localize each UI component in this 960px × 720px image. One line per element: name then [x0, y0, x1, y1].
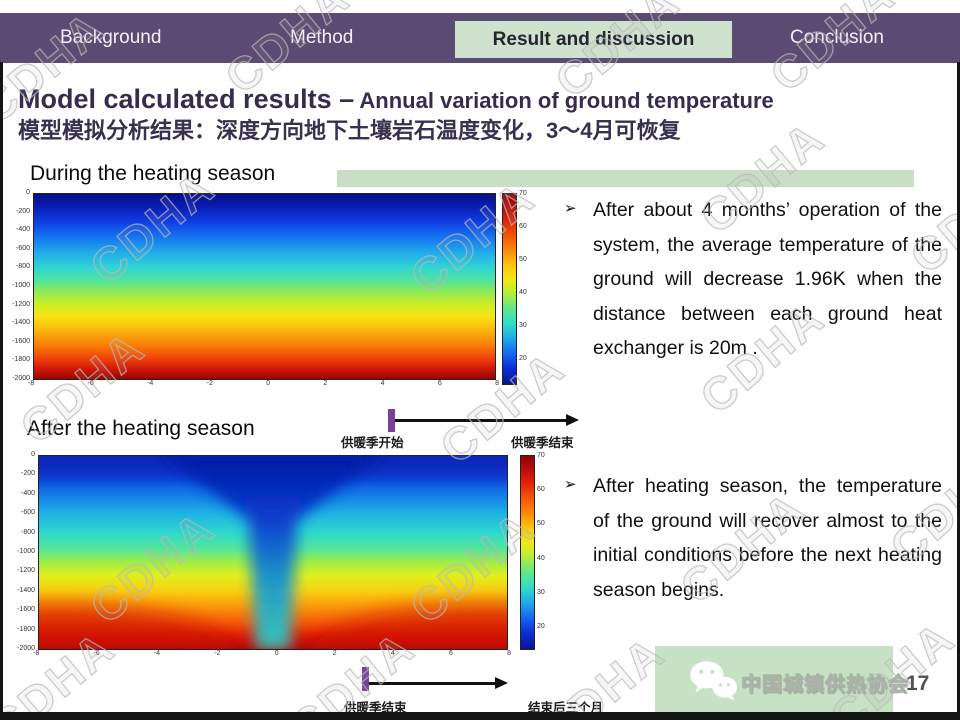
- axis-tick-label: -6: [87, 380, 94, 387]
- wechat-icon: [690, 661, 738, 701]
- axis-tick-label: -2000: [17, 644, 35, 652]
- axis-tick-label: -8: [33, 650, 40, 657]
- axis-tick-label: -2: [214, 650, 221, 657]
- axis-tick-label: -800: [15, 263, 30, 271]
- axis-tick-label: 60: [537, 486, 545, 494]
- chart1-x-axis-ticks: -8 -6 -4 -2 0 2 4 6 8: [28, 380, 499, 387]
- axis-tick-label: 0: [274, 650, 279, 657]
- slide-border-left: [0, 62, 3, 720]
- nav-tab-background[interactable]: Background: [60, 27, 162, 48]
- chart1-heatmap: [33, 193, 496, 380]
- association-logo-text: 中国城镇供热协会: [741, 674, 909, 697]
- bullet-item-2: ➢ After heating season, the temperature …: [562, 469, 942, 607]
- axis-tick-label: -1600: [12, 337, 30, 345]
- axis-tick-label: 4: [390, 650, 395, 657]
- section-label-during: During the heating season: [30, 162, 276, 185]
- axis-tick-label: 70: [519, 190, 527, 197]
- heating-start-tick: [388, 409, 395, 432]
- timeline-arrowhead-icon: [495, 677, 508, 689]
- axis-tick-label: 4: [380, 380, 385, 387]
- bullet-arrow-icon: ➢: [564, 476, 577, 493]
- axis-tick-label: -400: [15, 226, 30, 234]
- slide-subtitle-zh: 模型模拟分析结果：深度方向地下土壤岩石温度变化，3～4月可恢复: [18, 118, 681, 143]
- axis-tick-label: 60: [519, 223, 527, 230]
- axis-tick-label: -1200: [12, 300, 30, 308]
- axis-tick-label: 30: [537, 588, 545, 596]
- chart2-heatmap: [38, 455, 508, 650]
- chart2-colorbar-ticks: 70 60 50 40 30 20: [537, 452, 545, 630]
- axis-tick-label: -2000: [12, 374, 30, 382]
- timeline-label-start: 供暖季结束: [344, 701, 407, 715]
- axis-tick-label: -200: [20, 470, 35, 478]
- axis-tick-label: -1000: [12, 281, 30, 289]
- nav-tab-conclusion[interactable]: Conclusion: [790, 27, 884, 48]
- axis-tick-label: 20: [519, 355, 527, 362]
- chart2-x-axis-ticks: -8 -6 -4 -2 0 2 4 6 8: [33, 650, 511, 657]
- axis-tick-label: 50: [519, 256, 527, 263]
- axis-tick-label: -1200: [17, 567, 35, 575]
- axis-tick-label: 6: [448, 650, 453, 657]
- chart1-y-axis-ticks: 0 -200 -400 -600 -800 -1000 -1200 -1400 -1600 -18…: [0, 189, 30, 382]
- green-highlight-bar: [337, 170, 914, 187]
- axis-tick-label: -1600: [17, 606, 35, 614]
- axis-tick-label: 2: [323, 380, 328, 387]
- axis-tick-label: -1800: [12, 356, 30, 364]
- chart1-colorbar-ticks: 70 60 50 40 30 20: [519, 190, 527, 362]
- timeline-arrowhead-icon: [566, 414, 579, 426]
- nav-tab-result-discussion[interactable]: Result and discussion: [455, 21, 732, 58]
- nav-tab-method[interactable]: Method: [290, 27, 354, 48]
- axis-tick-label: 0: [31, 451, 35, 458]
- axis-tick-label: 20: [537, 622, 545, 630]
- axis-tick-label: -2: [206, 380, 213, 387]
- timeline-label-start: 供暖季开始: [341, 436, 404, 450]
- bullet-arrow-icon: ➢: [564, 200, 577, 217]
- axis-tick-label: 0: [26, 189, 30, 196]
- axis-tick-label: 40: [537, 554, 545, 562]
- axis-tick-label: -600: [20, 509, 35, 517]
- chart2-y-axis-ticks: 0 -200 -400 -600 -800 -1000 -1200 -1400 -1600 -18…: [5, 451, 35, 652]
- axis-tick-label: -8: [28, 380, 35, 387]
- timeline-arrow-line: [395, 419, 567, 422]
- slide-border-right: [957, 62, 960, 720]
- axis-tick-label: 40: [519, 289, 527, 296]
- axis-tick-label: -1400: [12, 319, 30, 327]
- nav-bar: Background Method Result and discussion …: [0, 13, 960, 63]
- timeline-label-end: 结束后三个月: [528, 701, 604, 715]
- axis-tick-label: -4: [147, 380, 154, 387]
- axis-tick-label: 8: [507, 650, 511, 657]
- timeline-label-end: 供暖季结束: [511, 436, 574, 450]
- axis-tick-label: 30: [519, 322, 527, 329]
- slide-title-rest: Annual variation of ground temperature: [354, 88, 774, 113]
- slide-title-lead: Model calculated results –: [18, 84, 355, 114]
- axis-tick-label: -1800: [17, 625, 35, 633]
- axis-tick-label: 0: [266, 380, 271, 387]
- axis-tick-label: -400: [20, 489, 35, 497]
- axis-tick-label: -6: [93, 650, 100, 657]
- axis-tick-label: 70: [537, 452, 545, 459]
- axis-tick-label: 50: [537, 520, 545, 528]
- axis-tick-label: -1400: [17, 586, 35, 594]
- chart2-colorbar: [520, 455, 535, 650]
- bullet-text-1: After about 4 months’ operation of the s…: [593, 199, 942, 360]
- bullet-text-2: After heating season, the temperature of…: [593, 475, 942, 601]
- heating-end-tick: [362, 667, 369, 691]
- section-label-after: After the heating season: [27, 417, 255, 440]
- axis-tick-label: -800: [20, 528, 35, 536]
- chart1-colorbar: [502, 193, 517, 385]
- association-logo-box: 中国城镇供热协会: [655, 646, 908, 715]
- slide-border-bottom: [0, 712, 960, 720]
- axis-tick-label: -4: [153, 650, 161, 657]
- axis-tick-label: -1000: [17, 547, 35, 555]
- slide-title: Model calculated results – Annual variat…: [18, 84, 774, 115]
- axis-tick-label: 2: [332, 650, 337, 657]
- timeline-arrow-line: [369, 682, 497, 685]
- axis-tick-label: -200: [15, 207, 30, 215]
- bullet-item-1: ➢ After about 4 months’ operation of the…: [562, 193, 942, 366]
- page-number: 17: [906, 672, 930, 695]
- axis-tick-label: 6: [437, 380, 442, 387]
- axis-tick-label: 8: [495, 380, 499, 387]
- axis-tick-label: -600: [15, 244, 30, 252]
